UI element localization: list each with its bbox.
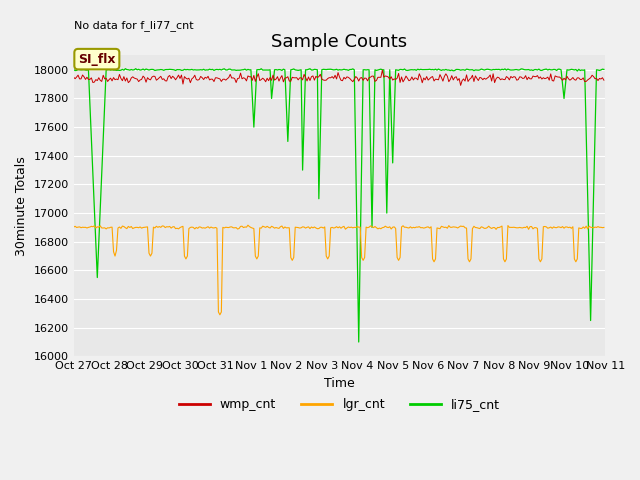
Y-axis label: 30minute Totals: 30minute Totals xyxy=(15,156,28,256)
Title: Sample Counts: Sample Counts xyxy=(271,33,408,51)
X-axis label: Time: Time xyxy=(324,377,355,390)
Legend: wmp_cnt, lgr_cnt, li75_cnt: wmp_cnt, lgr_cnt, li75_cnt xyxy=(173,393,506,416)
Text: SI_flx: SI_flx xyxy=(78,53,116,66)
Text: No data for f_li77_cnt: No data for f_li77_cnt xyxy=(74,21,193,31)
